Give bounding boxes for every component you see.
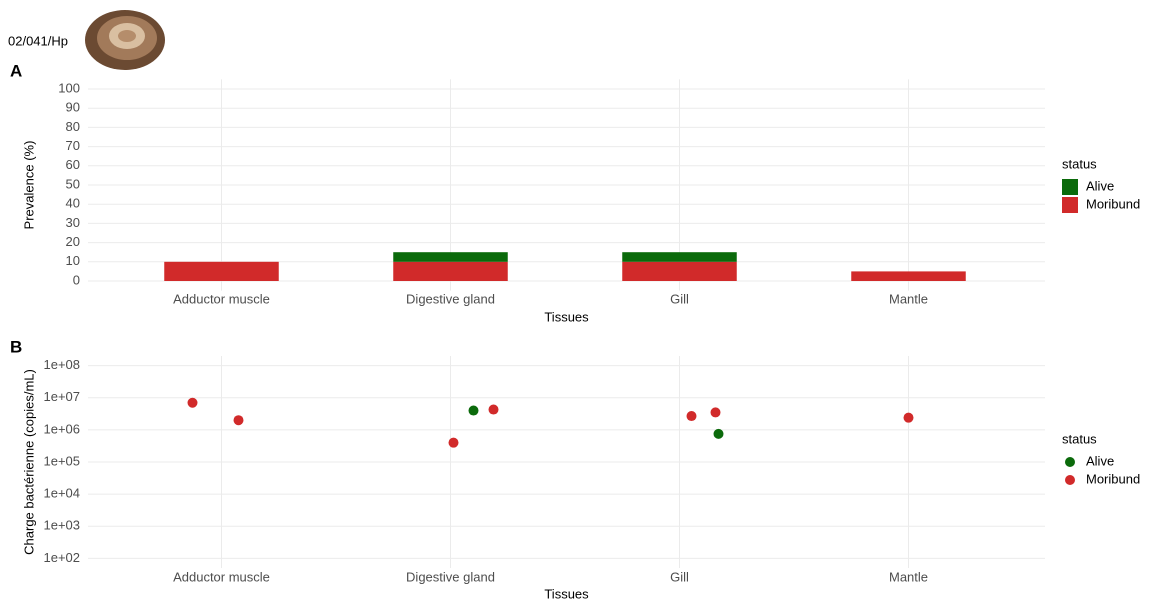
legend-label: Moribund [1086, 196, 1140, 211]
y-tick-label: 40 [66, 196, 80, 211]
legend-swatch [1065, 457, 1075, 467]
y-tick-label: 20 [66, 234, 80, 249]
bar [622, 261, 737, 281]
y-tick-label: 80 [66, 119, 80, 134]
bar [622, 252, 737, 262]
point [233, 415, 244, 426]
point [187, 397, 198, 408]
panel-label: B [10, 337, 22, 356]
y-tick-label: 1e+08 [43, 357, 80, 372]
legend-label: Moribund [1086, 471, 1140, 486]
x-axis-title: Tissues [544, 586, 589, 601]
x-axis-title: Tissues [544, 309, 589, 324]
y-tick-label: 1e+02 [43, 550, 80, 565]
x-tick-label: Adductor muscle [173, 291, 270, 306]
bar [164, 261, 279, 281]
bar [393, 252, 508, 262]
bar [851, 271, 966, 281]
y-axis-title: Charge bactérienne (copies/mL) [21, 369, 36, 555]
y-axis-title: Prevalence (%) [21, 141, 36, 230]
legend-swatch [1062, 197, 1078, 213]
y-tick-label: 60 [66, 157, 80, 172]
x-tick-label: Gill [670, 291, 689, 306]
point [448, 437, 459, 448]
legend-label: Alive [1086, 178, 1114, 193]
panel-label: A [10, 61, 22, 80]
x-tick-label: Digestive gland [406, 569, 495, 584]
legend-title: status [1062, 156, 1097, 171]
y-tick-label: 1e+05 [43, 453, 80, 468]
y-tick-label: 30 [66, 215, 80, 230]
y-tick-label: 1e+06 [43, 421, 80, 436]
bar [393, 261, 508, 281]
point [903, 412, 914, 423]
point [686, 411, 697, 422]
y-tick-label: 1e+03 [43, 518, 80, 533]
legend-swatch [1062, 179, 1078, 195]
oyster-icon [85, 10, 165, 70]
legend-title: status [1062, 431, 1097, 446]
legend-label: Alive [1086, 453, 1114, 468]
y-tick-label: 100 [58, 80, 80, 95]
point [713, 428, 724, 439]
point [488, 404, 499, 415]
x-tick-label: Mantle [889, 569, 928, 584]
y-tick-label: 50 [66, 176, 80, 191]
y-tick-label: 90 [66, 100, 80, 115]
legend-swatch [1065, 475, 1075, 485]
x-tick-label: Digestive gland [406, 291, 495, 306]
y-tick-label: 1e+04 [43, 486, 80, 501]
y-tick-label: 0 [73, 272, 80, 287]
sample-id: 02/041/Hp [8, 33, 68, 48]
x-tick-label: Mantle [889, 291, 928, 306]
y-tick-label: 10 [66, 253, 80, 268]
y-tick-label: 70 [66, 138, 80, 153]
point [468, 405, 479, 416]
y-tick-label: 1e+07 [43, 389, 80, 404]
point [710, 407, 721, 418]
x-tick-label: Gill [670, 569, 689, 584]
x-tick-label: Adductor muscle [173, 569, 270, 584]
